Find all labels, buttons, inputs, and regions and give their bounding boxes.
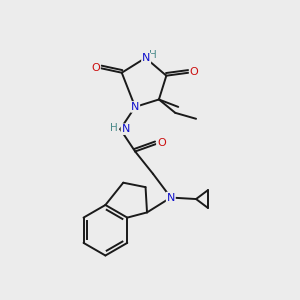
- Text: O: O: [157, 138, 166, 148]
- Text: N: N: [122, 124, 130, 134]
- Text: N: N: [167, 193, 175, 202]
- Text: O: O: [190, 67, 198, 77]
- Text: H: H: [149, 50, 157, 61]
- Text: O: O: [91, 63, 100, 73]
- Text: N: N: [131, 102, 139, 112]
- Text: H: H: [110, 123, 118, 133]
- Text: N: N: [142, 53, 150, 64]
